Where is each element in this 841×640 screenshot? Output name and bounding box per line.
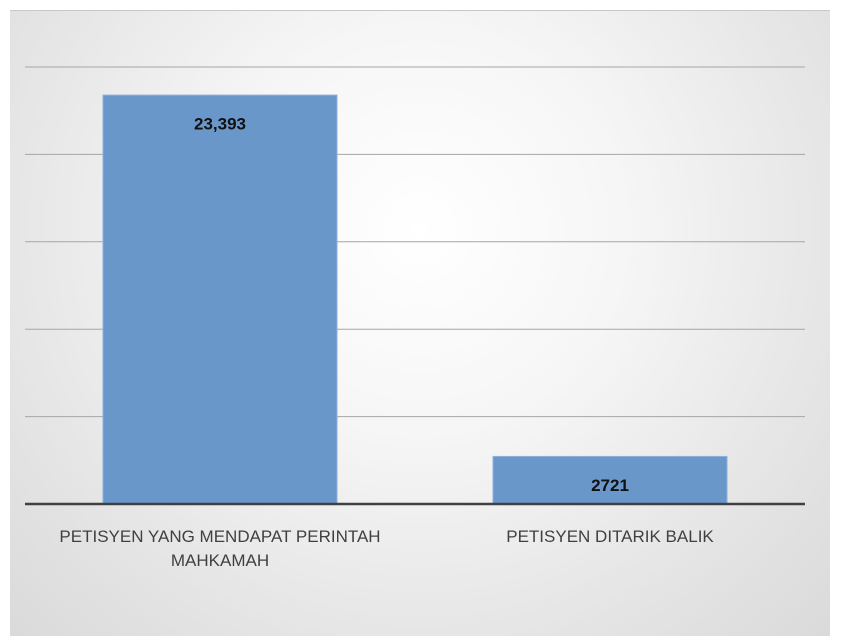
bar — [102, 94, 338, 505]
x-tick-label: PETISYEN DITARIK BALIK — [506, 527, 714, 546]
bar — [492, 455, 728, 505]
x-tick-label: PETISYEN YANG MENDAPAT PERINTAH MAHKAMAH — [59, 527, 381, 570]
data-label: 2721 — [591, 476, 629, 495]
data-label: 23,393 — [194, 115, 246, 134]
